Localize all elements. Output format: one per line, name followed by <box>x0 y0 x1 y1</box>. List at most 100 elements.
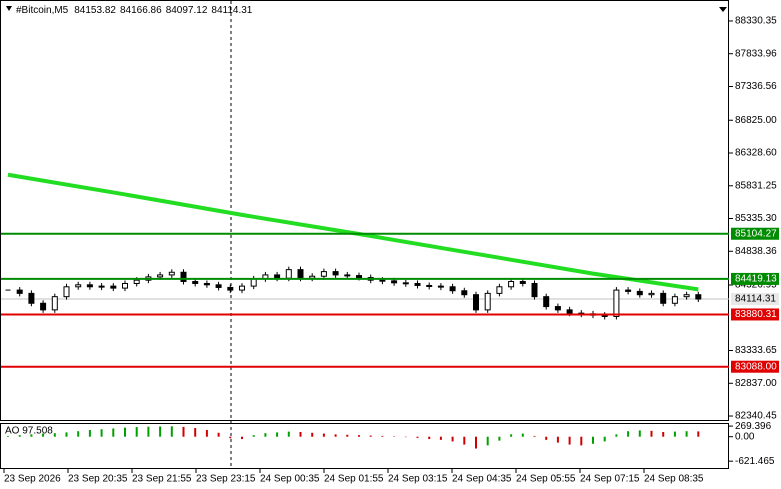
x-tick-label: 24 Sep 05:55 <box>516 474 576 485</box>
high: 84166.86 <box>120 5 162 16</box>
candle <box>133 279 140 284</box>
candle <box>98 285 105 288</box>
x-tick-label: 24 Sep 08:35 <box>644 474 704 485</box>
y-tick-label: 86328.60 <box>735 148 777 159</box>
y-tick-label: 82837.00 <box>735 378 777 389</box>
close: 84114.31 <box>211 5 252 16</box>
x-tick-label: 23 Sep 21:55 <box>132 474 192 485</box>
candle <box>461 290 468 296</box>
price-panel <box>0 0 729 421</box>
candle <box>122 282 128 289</box>
candle <box>75 284 82 288</box>
candle <box>636 290 643 296</box>
price-label: 84114.31 <box>735 294 776 305</box>
level-tag <box>731 360 779 373</box>
open: 84153.82 <box>74 5 116 16</box>
candle <box>566 309 573 314</box>
level-tag <box>731 227 779 240</box>
y-tick-label: 269.396 <box>735 421 772 432</box>
candle <box>683 294 690 298</box>
candle <box>496 286 503 294</box>
y-tick-label: 87336.56 <box>735 81 777 92</box>
candle <box>473 294 479 311</box>
x-tick-label: 23 Sep 23:15 <box>196 474 256 485</box>
candle <box>426 284 433 287</box>
candle <box>86 284 93 288</box>
candle <box>227 286 234 291</box>
level-tag <box>731 308 779 321</box>
y-tick-label: 88330.35 <box>735 16 777 27</box>
y-tick-label: -621.465 <box>735 456 775 467</box>
y-tick-label: 83333.65 <box>735 345 777 356</box>
candle <box>449 286 456 292</box>
candle <box>648 292 655 296</box>
x-tick-label: 23 Sep 20:35 <box>68 474 128 485</box>
candle <box>695 294 702 300</box>
candle <box>110 285 117 289</box>
candle <box>391 280 398 284</box>
candle <box>250 278 257 287</box>
candle <box>157 274 164 278</box>
x-tick-label: 24 Sep 07:15 <box>580 474 640 485</box>
symbol: #Bitcoin,M5 <box>16 5 69 16</box>
x-tick-label: 24 Sep 01:55 <box>324 474 384 485</box>
low: 84097.12 <box>166 5 208 16</box>
y-tick-label: 86825.00 <box>735 115 777 126</box>
level-label: 85104.27 <box>735 228 777 239</box>
candle <box>203 282 210 286</box>
level-label: 84419.13 <box>735 274 777 285</box>
candle <box>192 281 199 284</box>
candle <box>168 271 175 276</box>
scroll-arrow[interactable] <box>719 7 727 12</box>
y-tick-label: 85335.30 <box>735 213 777 224</box>
candle <box>332 271 339 276</box>
x-tick-label: 24 Sep 00:35 <box>260 474 320 485</box>
x-tick-label: 23 Sep 2026 <box>4 474 61 485</box>
y-tick-label: 82340.45 <box>735 411 777 422</box>
level-tag <box>731 272 779 285</box>
candle <box>40 302 47 311</box>
candle <box>531 282 538 298</box>
candle <box>613 289 620 317</box>
candle <box>437 285 444 288</box>
candle <box>356 275 362 279</box>
candle <box>554 306 561 311</box>
candle <box>51 296 58 311</box>
candle <box>28 292 35 304</box>
price-tag <box>731 293 779 306</box>
y-tick-label: 84838.36 <box>735 246 777 257</box>
candle <box>402 282 409 285</box>
candle <box>543 296 550 308</box>
ao-label: AO 97.508 <box>5 426 53 437</box>
candle <box>671 296 678 304</box>
level-label: 83088.00 <box>735 361 777 372</box>
candle <box>519 281 526 284</box>
candle <box>484 292 491 311</box>
candle <box>344 274 351 277</box>
candle <box>215 284 222 288</box>
symbol-icon <box>6 6 12 11</box>
candle <box>297 269 304 279</box>
y-tick-label: 85831.25 <box>735 180 777 191</box>
y-tick-label: 0.00 <box>735 431 755 442</box>
candle <box>508 281 515 288</box>
level-label: 83880.31 <box>735 309 777 320</box>
y-tick-label: 87833.96 <box>735 48 777 59</box>
candle <box>379 279 386 282</box>
candle <box>320 271 327 277</box>
candle <box>274 274 281 279</box>
candle <box>63 286 70 298</box>
y-tick-label: 84326.95 <box>735 280 777 291</box>
candle <box>625 289 632 292</box>
x-tick-label: 24 Sep 04:35 <box>452 474 512 485</box>
candle <box>660 292 667 304</box>
candle <box>16 289 23 294</box>
candle <box>285 269 292 279</box>
candle <box>309 275 316 279</box>
x-tick-label: 24 Sep 03:15 <box>388 474 448 485</box>
chart-header: #Bitcoin,M5 84153.82 84166.86 84097.12 84114… <box>16 5 253 16</box>
ao-panel <box>0 423 729 469</box>
candle <box>414 282 421 286</box>
candle <box>239 285 245 291</box>
